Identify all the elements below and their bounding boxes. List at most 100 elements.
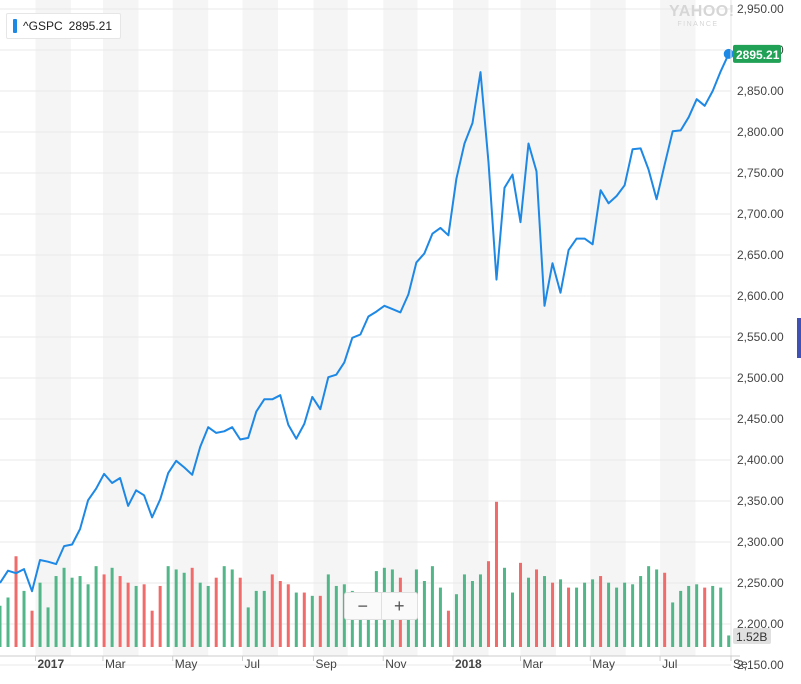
volume-bar [230, 569, 234, 647]
volume-bar [222, 566, 226, 647]
month-band [453, 0, 489, 656]
volume-bar [238, 577, 242, 647]
y-tick-label: 2,250.00 [737, 576, 784, 590]
volume-bar [358, 594, 362, 647]
volume-bar [190, 567, 194, 647]
x-tick-label: Nov [385, 657, 406, 671]
volume-bar [142, 584, 146, 647]
volume-bar [430, 566, 434, 647]
y-tick-label: 2,850.00 [737, 84, 784, 98]
month-band [102, 0, 139, 656]
y-tick-label: 2,700.00 [737, 207, 784, 221]
volume-bar [6, 597, 10, 647]
x-tick-label: May [592, 657, 615, 671]
x-tick-label: 2017 [37, 657, 64, 671]
last-price-badge-text: 2895.21 [736, 48, 780, 62]
volume-bar [727, 635, 731, 647]
volume-bar [422, 581, 426, 647]
y-axis-labels: 2,950.002,900.002,850.002,800.002,750.00… [737, 2, 784, 672]
symbol-legend[interactable]: ^GSPC 2895.21 [6, 13, 122, 39]
x-tick-label: 2018 [455, 657, 482, 671]
zoom-control: − + [344, 592, 418, 620]
x-tick-label: Jul [245, 657, 260, 671]
zoom-in-button[interactable]: + [380, 593, 418, 619]
y-tick-label: 2,600.00 [737, 289, 784, 303]
volume-bar [647, 566, 651, 647]
volume-bar [86, 584, 90, 647]
volume-bar [575, 587, 579, 647]
month-band [172, 0, 209, 656]
month-bands [35, 0, 696, 656]
volume-bar [631, 584, 635, 647]
y-tick-label: 2,950.00 [737, 2, 784, 16]
volume-bar [286, 584, 290, 647]
volume-bar [118, 576, 122, 647]
volume-bar [671, 602, 675, 647]
volume-bar [438, 587, 442, 647]
volume-bar [254, 590, 258, 647]
volume-bar [494, 501, 498, 647]
volume-bar [150, 610, 154, 647]
logo-line2: FINANCE [677, 21, 719, 28]
volume-bar [262, 590, 266, 647]
x-tick-label: Jul [662, 657, 677, 671]
volume-bar [639, 576, 643, 647]
zoom-out-button[interactable]: − [357, 595, 368, 616]
volume-bar [46, 607, 50, 647]
volume-bar [310, 595, 314, 647]
legend-symbol: ^GSPC [23, 19, 63, 33]
month-band [383, 0, 418, 656]
volume-bar [502, 567, 506, 647]
volume-bar [334, 585, 338, 647]
volume-bar [535, 569, 539, 647]
series-color-swatch [13, 19, 17, 33]
x-tick-label: Mar [105, 657, 126, 671]
x-tick-label: May [175, 657, 198, 671]
volume-bar [62, 567, 66, 647]
volume-bar [687, 585, 691, 647]
volume-bar [54, 576, 58, 647]
volume-bar [406, 599, 410, 647]
volume-bar [511, 592, 515, 647]
volume-bar [278, 581, 282, 647]
volume-bar [446, 610, 450, 647]
month-band [313, 0, 348, 656]
legend-value: 2895.21 [68, 19, 113, 33]
volume-bar [102, 574, 106, 647]
month-band [590, 0, 626, 656]
volume-bar [270, 574, 274, 647]
volume-bar [454, 594, 458, 647]
y-tick-label: 2,400.00 [737, 453, 784, 467]
volume-bar [198, 582, 202, 647]
volume-bar [551, 582, 555, 647]
logo-line1: YAHOO! [669, 3, 735, 20]
x-tick-label: Se [733, 657, 748, 671]
volume-bar [294, 592, 298, 647]
side-panel-tab[interactable] [797, 318, 801, 358]
x-axis-labels: 2017 Mar May Jul Sep Nov 2018 Mar May Jul Se [34, 656, 748, 671]
volume-bar [214, 577, 218, 647]
volume-bar [567, 587, 571, 647]
y-tick-label: 2,350.00 [737, 494, 784, 508]
y-tick-label: 2,650.00 [737, 248, 784, 262]
volume-bar [695, 584, 699, 647]
y-tick-label: 2,300.00 [737, 535, 784, 549]
y-tick-label: 2,800.00 [737, 125, 784, 139]
volume-bar [543, 576, 547, 647]
volume-bar [326, 574, 330, 647]
volume-bar [655, 569, 659, 647]
volume-bar [615, 587, 619, 647]
volume-bar [599, 576, 603, 647]
volume-bar [663, 572, 667, 647]
volume-bar [246, 607, 250, 647]
x-tick-label: Mar [523, 657, 544, 671]
y-tick-label: 2,550.00 [737, 330, 784, 344]
volume-bar [470, 581, 474, 647]
y-tick-label: 2,450.00 [737, 412, 784, 426]
volume-badge: 1.52B [733, 628, 771, 644]
volume-bar [206, 585, 210, 647]
volume-bar [486, 561, 490, 647]
last-price-point [723, 48, 734, 59]
volume-bar [519, 562, 523, 647]
